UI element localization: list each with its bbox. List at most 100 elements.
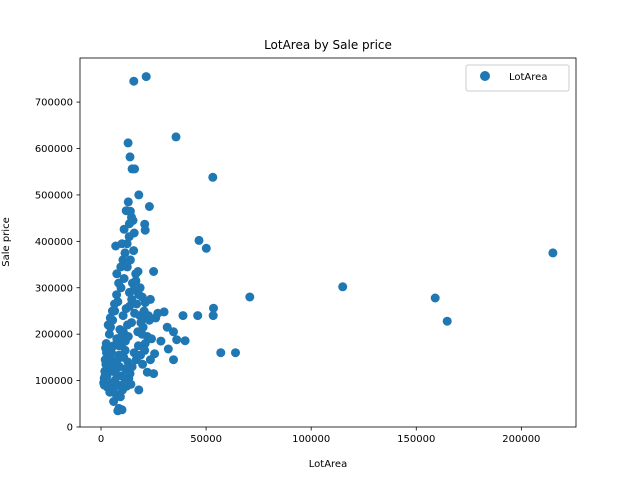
- scatter-point: [430, 293, 440, 303]
- scatter-point: [140, 345, 150, 355]
- scatter-point: [102, 348, 111, 358]
- scatter-point: [208, 311, 218, 321]
- y-tick-label: 0: [67, 423, 73, 434]
- scatter-point: [133, 341, 143, 351]
- scatter-point: [131, 276, 141, 286]
- scatter-point: [130, 164, 140, 174]
- scatter-point: [169, 327, 178, 337]
- scatter-point: [163, 344, 173, 354]
- scatter-point: [138, 322, 148, 332]
- scatter-point: [112, 371, 122, 381]
- scatter-point: [124, 219, 134, 229]
- scatter-point: [120, 248, 130, 258]
- scatter-point: [123, 138, 133, 148]
- scatter-point: [110, 299, 119, 309]
- scatter-point: [115, 392, 125, 402]
- scatter-point: [118, 311, 128, 321]
- scatter-point: [171, 132, 181, 142]
- legend-marker: [480, 71, 490, 81]
- scatter-point: [114, 278, 124, 288]
- scatter-point: [172, 335, 182, 345]
- scatter-point: [99, 380, 109, 390]
- scatter-point: [142, 367, 152, 377]
- y-tick-label: 600000: [35, 144, 73, 155]
- scatter-point: [180, 336, 190, 346]
- scatter-point: [231, 348, 240, 358]
- scatter-point: [178, 311, 188, 321]
- x-tick-label: 100000: [292, 434, 330, 445]
- scatter-point: [338, 282, 348, 292]
- scatter-point: [216, 348, 226, 358]
- scatter-point: [113, 406, 123, 416]
- scatter-point: [153, 308, 163, 318]
- scatter-point: [120, 345, 130, 355]
- legend-label: LotArea: [509, 72, 547, 83]
- scatter-point: [134, 190, 144, 200]
- scatter-point: [119, 224, 129, 234]
- y-tick-label: 400000: [35, 237, 73, 248]
- legend: LotArea: [465, 64, 570, 92]
- scatter-point: [193, 311, 203, 321]
- plot-frame: [79, 57, 577, 428]
- scatter-point: [125, 152, 135, 162]
- scatter-point: [162, 322, 172, 332]
- scatter-point: [194, 235, 204, 245]
- x-tick-label: 0: [98, 434, 104, 445]
- scatter-point: [123, 320, 132, 330]
- scatter-point: [208, 172, 218, 182]
- scatter-point: [137, 292, 147, 302]
- scatter-point: [245, 292, 255, 302]
- scatter-point: [141, 72, 151, 82]
- scatter-point: [209, 303, 218, 313]
- scatter-point: [138, 359, 148, 369]
- scatter-point: [144, 202, 154, 211]
- scatter-point: [201, 243, 211, 253]
- x-axis-ticks: 0 50000 100000 150000 200000: [98, 427, 540, 445]
- scatter-point: [156, 336, 166, 346]
- scatter-point: [107, 306, 117, 316]
- scatter-point: [101, 359, 111, 369]
- scatter-point: [104, 329, 114, 339]
- x-tick-label: 50000: [190, 434, 222, 445]
- scatter-point: [116, 262, 126, 272]
- y-tick-label: 100000: [35, 376, 73, 387]
- y-tick-label: 500000: [35, 190, 73, 201]
- scatter-point: [118, 327, 128, 337]
- scatter-point: [548, 248, 558, 258]
- scatter-point: [127, 362, 137, 372]
- scatter-point: [112, 269, 122, 279]
- x-tick-label: 150000: [397, 434, 435, 445]
- scatter-point: [105, 313, 115, 323]
- scatter-point: [120, 336, 130, 346]
- scatter-point: [140, 339, 150, 348]
- scatter-point: [125, 255, 135, 265]
- x-tick-label: 200000: [502, 434, 540, 445]
- scatter-point: [125, 301, 135, 311]
- scatter-point: [442, 316, 452, 326]
- scatter-point: [147, 334, 156, 344]
- scatter-points: [99, 72, 558, 416]
- y-axis-ticks: 0 100000 200000 300000 400000 500000 600000 700…: [35, 98, 80, 434]
- scatter-point: [122, 239, 132, 249]
- scatter-point: [129, 76, 139, 86]
- y-axis-label: Sale price: [1, 217, 12, 266]
- scatter-point: [127, 294, 137, 304]
- scatter-point: [101, 339, 111, 348]
- y-tick-label: 300000: [35, 283, 73, 294]
- scatter-point: [140, 225, 150, 235]
- scatter-point: [124, 232, 134, 242]
- y-tick-label: 200000: [35, 330, 73, 341]
- legend-box: [465, 64, 570, 92]
- scatter-point: [100, 371, 110, 381]
- scatter-point: [133, 267, 143, 276]
- scatter-point: [126, 379, 136, 389]
- scatter-point: [123, 197, 133, 207]
- scatter-point: [149, 267, 159, 276]
- scatter-point: [114, 341, 124, 351]
- y-tick-label: 700000: [35, 98, 73, 109]
- scatter-point: [118, 255, 128, 265]
- scatter-point: [134, 385, 144, 395]
- x-axis-label: LotArea: [309, 459, 347, 470]
- scatter-point: [112, 290, 122, 300]
